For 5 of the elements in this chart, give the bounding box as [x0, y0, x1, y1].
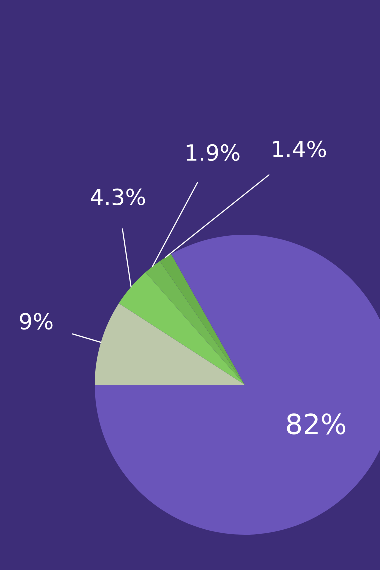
- data-label: 9%: [20, 313, 53, 330]
- data-label: 1.4%: [273, 140, 326, 158]
- data-label: 1.9%: [186, 144, 240, 162]
- data-label: 82%: [287, 414, 346, 435]
- data-label: 4.3%: [91, 188, 146, 206]
